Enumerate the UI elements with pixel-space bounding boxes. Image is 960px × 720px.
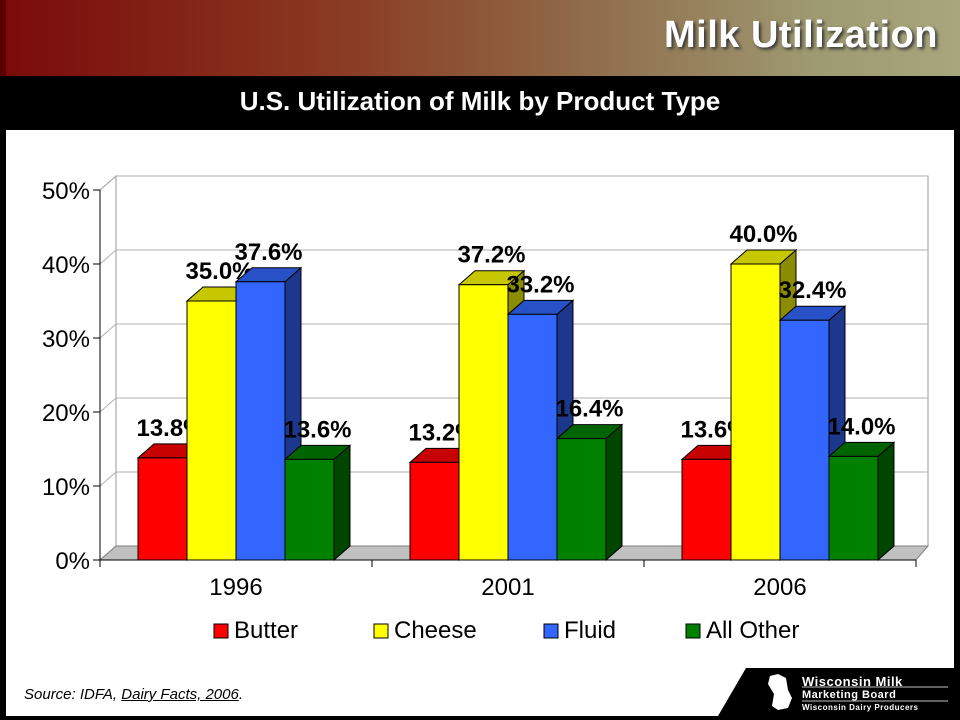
legend-swatch — [543, 623, 559, 639]
source-publication: Dairy Facts, 2006 — [121, 686, 239, 703]
bar — [186, 300, 237, 561]
plot-side-wall — [99, 174, 117, 562]
bar-chart: 0%10%20%30%40%50%13.8%35.0%37.6%13.6%199… — [42, 174, 930, 644]
x-tick-label: 2006 — [753, 574, 806, 601]
data-label: 33.2% — [506, 271, 574, 298]
legend-label: Fluid — [564, 617, 616, 644]
bar — [409, 461, 460, 561]
bar — [507, 313, 558, 561]
x-tick-label: 2001 — [481, 574, 534, 601]
legend-swatch — [213, 623, 229, 639]
bar — [681, 458, 732, 561]
y-tick-label: 10% — [42, 474, 90, 501]
logo-line-2: Marketing Board — [802, 689, 897, 701]
logo-line-1: Wisconsin Milk — [802, 674, 903, 689]
y-tick-label: 30% — [42, 326, 90, 353]
x-tick-label: 1996 — [209, 574, 262, 601]
y-tick-label: 20% — [42, 400, 90, 427]
legend-swatch — [373, 623, 389, 639]
gridline-side — [99, 249, 117, 265]
data-label: 13.6% — [283, 416, 351, 443]
legend-label: Cheese — [394, 617, 477, 644]
bar — [137, 457, 188, 561]
bar-side — [605, 423, 623, 562]
source-note: Source: IDFA, Dairy Facts, 2006. — [24, 686, 243, 703]
bar — [828, 455, 879, 561]
bar-side — [333, 444, 351, 562]
y-tick-label: 0% — [55, 548, 90, 575]
bar — [779, 319, 830, 561]
data-label: 37.2% — [457, 242, 525, 269]
chart-subtitle: U.S. Utilization of Milk by Product Type — [239, 86, 721, 116]
bar-side — [877, 441, 895, 562]
bar — [235, 281, 286, 561]
logo-line-3: Wisconsin Dairy Producers — [802, 703, 919, 712]
data-label: 37.6% — [234, 239, 302, 266]
gridline-side — [99, 323, 117, 339]
y-tick-label: 50% — [42, 178, 90, 205]
source-suffix: . — [238, 686, 243, 703]
gridline-side — [99, 397, 117, 413]
wisconsin-state-icon — [768, 674, 792, 710]
logo-background — [718, 668, 954, 716]
data-label: 32.4% — [778, 277, 846, 304]
gridline-side — [99, 175, 117, 191]
page-title: Milk Utilization — [664, 14, 938, 56]
title-bar: Milk Utilization — [0, 0, 960, 76]
chart-panel: 0% 10% 20% 30% 40% 50% 13.8% 35.0% 37.6% 13.6% 199… — [6, 130, 954, 716]
bar — [730, 263, 781, 561]
y-tick-label: 40% — [42, 252, 90, 279]
data-label: 40.0% — [729, 221, 797, 248]
gridline-side — [99, 471, 117, 487]
legend-swatch — [685, 623, 701, 639]
bar — [556, 438, 607, 561]
subtitle-band — [0, 76, 960, 130]
source-prefix: Source: IDFA, — [24, 686, 122, 703]
data-label: 16.4% — [555, 396, 623, 423]
legend-label: Butter — [234, 617, 298, 644]
bar — [284, 458, 335, 561]
bar — [458, 284, 509, 561]
title-bar-accent — [0, 0, 6, 76]
legend-label: All Other — [706, 617, 799, 644]
wmmb-logo: Wisconsin Milk Marketing Board Wisconsin… — [718, 668, 954, 716]
data-label: 14.0% — [827, 413, 895, 440]
